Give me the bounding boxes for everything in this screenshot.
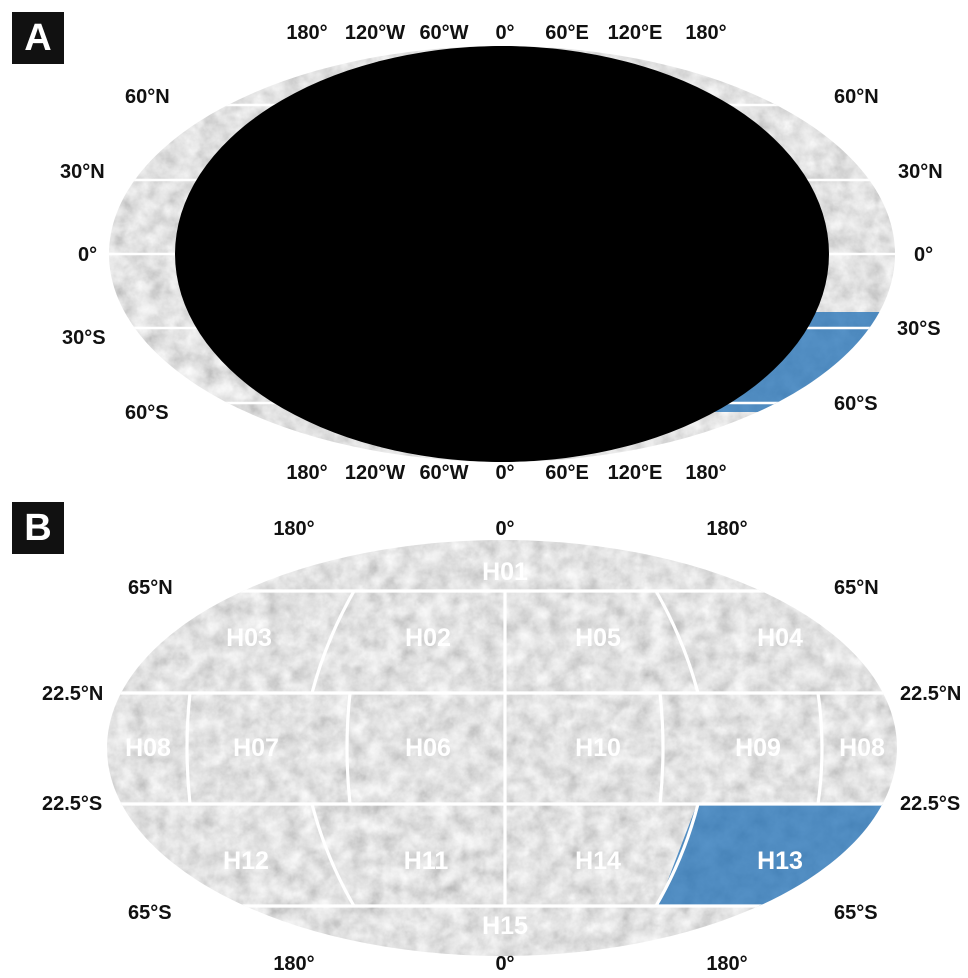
panel-b-top-lon-label: 180° xyxy=(706,518,748,540)
panel-a-top-lon-label: 120°W xyxy=(344,22,406,44)
panel-b-meridian-s-east xyxy=(654,803,700,907)
panel-b-left-lat-label: 65°N xyxy=(128,577,173,599)
quad-label-h08-left: H08 xyxy=(125,734,171,762)
quad-label-h14: H14 xyxy=(575,847,621,875)
panel-a-right-lat-label: 0° xyxy=(914,244,934,266)
panel-b-left-lat-label: 22.5°N xyxy=(42,683,104,705)
panel-b-meridian-n-east xyxy=(654,590,700,694)
quad-label-h09: H09 xyxy=(735,734,781,762)
quad-label-h13: H13 xyxy=(757,847,803,875)
panel-b-right-lat-label: 22.5°N xyxy=(900,683,962,705)
panel-b-meridian-n-west xyxy=(310,590,356,694)
panel-b-map: H01 H03 H02 H05 H04 H08 H07 H06 H10 H09 … xyxy=(107,540,897,956)
panel-a-right-lat-label: 60°S xyxy=(834,393,878,415)
quad-label-h15: H15 xyxy=(482,912,528,940)
quad-label-h03: H03 xyxy=(226,624,272,652)
panel-a-meridian-150 xyxy=(175,46,829,462)
quad-label-h01: H01 xyxy=(482,558,528,586)
quad-label-h06: H06 xyxy=(405,734,451,762)
panel-b-right-lat-label: 22.5°S xyxy=(900,793,961,815)
panel-a-top-lon-label: 180° xyxy=(286,22,328,44)
panel-a-bottom-lon-label: 60°W xyxy=(419,462,469,484)
panel-a-top-lon-label: 120°E xyxy=(607,22,663,44)
panel-b-left-lat-label: 65°S xyxy=(128,902,172,924)
panel-b-bottom-lon-label: 0° xyxy=(495,953,515,975)
panel-a-right-lat-label: 30°S xyxy=(897,318,941,340)
panel-b-bottom-lon-label: 180° xyxy=(273,953,315,975)
panel-b-top-lon-label: 180° xyxy=(273,518,315,540)
quad-label-h05: H05 xyxy=(575,624,621,652)
panel-a-left-lat-label: 0° xyxy=(78,244,98,266)
quad-label-h11: H11 xyxy=(404,847,449,875)
panel-b-badge: B xyxy=(12,502,64,554)
panel-a-left-lat-label: 30°N xyxy=(60,161,105,183)
panel-a-top-lon-label: 60°E xyxy=(545,22,589,44)
panel-a-left-lat-label: 60°S xyxy=(125,402,169,424)
panel-b-left-lat-label: 22.5°S xyxy=(42,793,103,815)
panel-a-badge: A xyxy=(12,12,64,64)
quad-label-h10: H10 xyxy=(575,734,621,762)
quad-label-h12: H12 xyxy=(223,847,269,875)
panel-a-top-lon-label: 0° xyxy=(495,22,515,44)
panel-a-bottom-lon-label: 180° xyxy=(685,462,727,484)
quad-label-h04: H04 xyxy=(757,624,803,652)
panel-a-left-lat-label: 30°S xyxy=(62,327,106,349)
panel-b-bottom-lon-label: 180° xyxy=(706,953,748,975)
panel-a-left-lat-label: 60°N xyxy=(125,86,170,108)
panel-b-meridian-eq-w1 xyxy=(185,692,192,805)
panel-a-bottom-lon-label: 60°E xyxy=(545,462,589,484)
panel-a-top-lon-label: 180° xyxy=(685,22,727,44)
panel-a-map xyxy=(109,46,895,462)
panel-b-meridian-eq-w2 xyxy=(345,692,352,805)
panel-a-right-lat-label: 30°N xyxy=(898,161,943,183)
panel-b-top-lon-label: 0° xyxy=(495,518,515,540)
panel-b-meridian-s-west xyxy=(310,803,356,907)
panel-a-bottom-lon-label: 180° xyxy=(286,462,328,484)
panel-a-bottom-lon-label: 0° xyxy=(495,462,515,484)
panel-b-right-lat-label: 65°S xyxy=(834,902,878,924)
quad-label-h02: H02 xyxy=(405,624,451,652)
panel-a-bottom-lon-label: 120°W xyxy=(344,462,406,484)
panel-b-right-lat-label: 65°N xyxy=(834,577,879,599)
panel-b-meridian-eq-e1 xyxy=(658,692,665,805)
panel-a-bottom-lon-label: 120°E xyxy=(607,462,663,484)
quad-label-h08-right: H08 xyxy=(839,734,885,762)
panel-b-meridian-eq-e2 xyxy=(816,692,824,805)
panel-a-top-lon-label: 60°W xyxy=(419,22,469,44)
quad-label-h07: H07 xyxy=(233,734,279,762)
panel-a-right-lat-label: 60°N xyxy=(834,86,879,108)
